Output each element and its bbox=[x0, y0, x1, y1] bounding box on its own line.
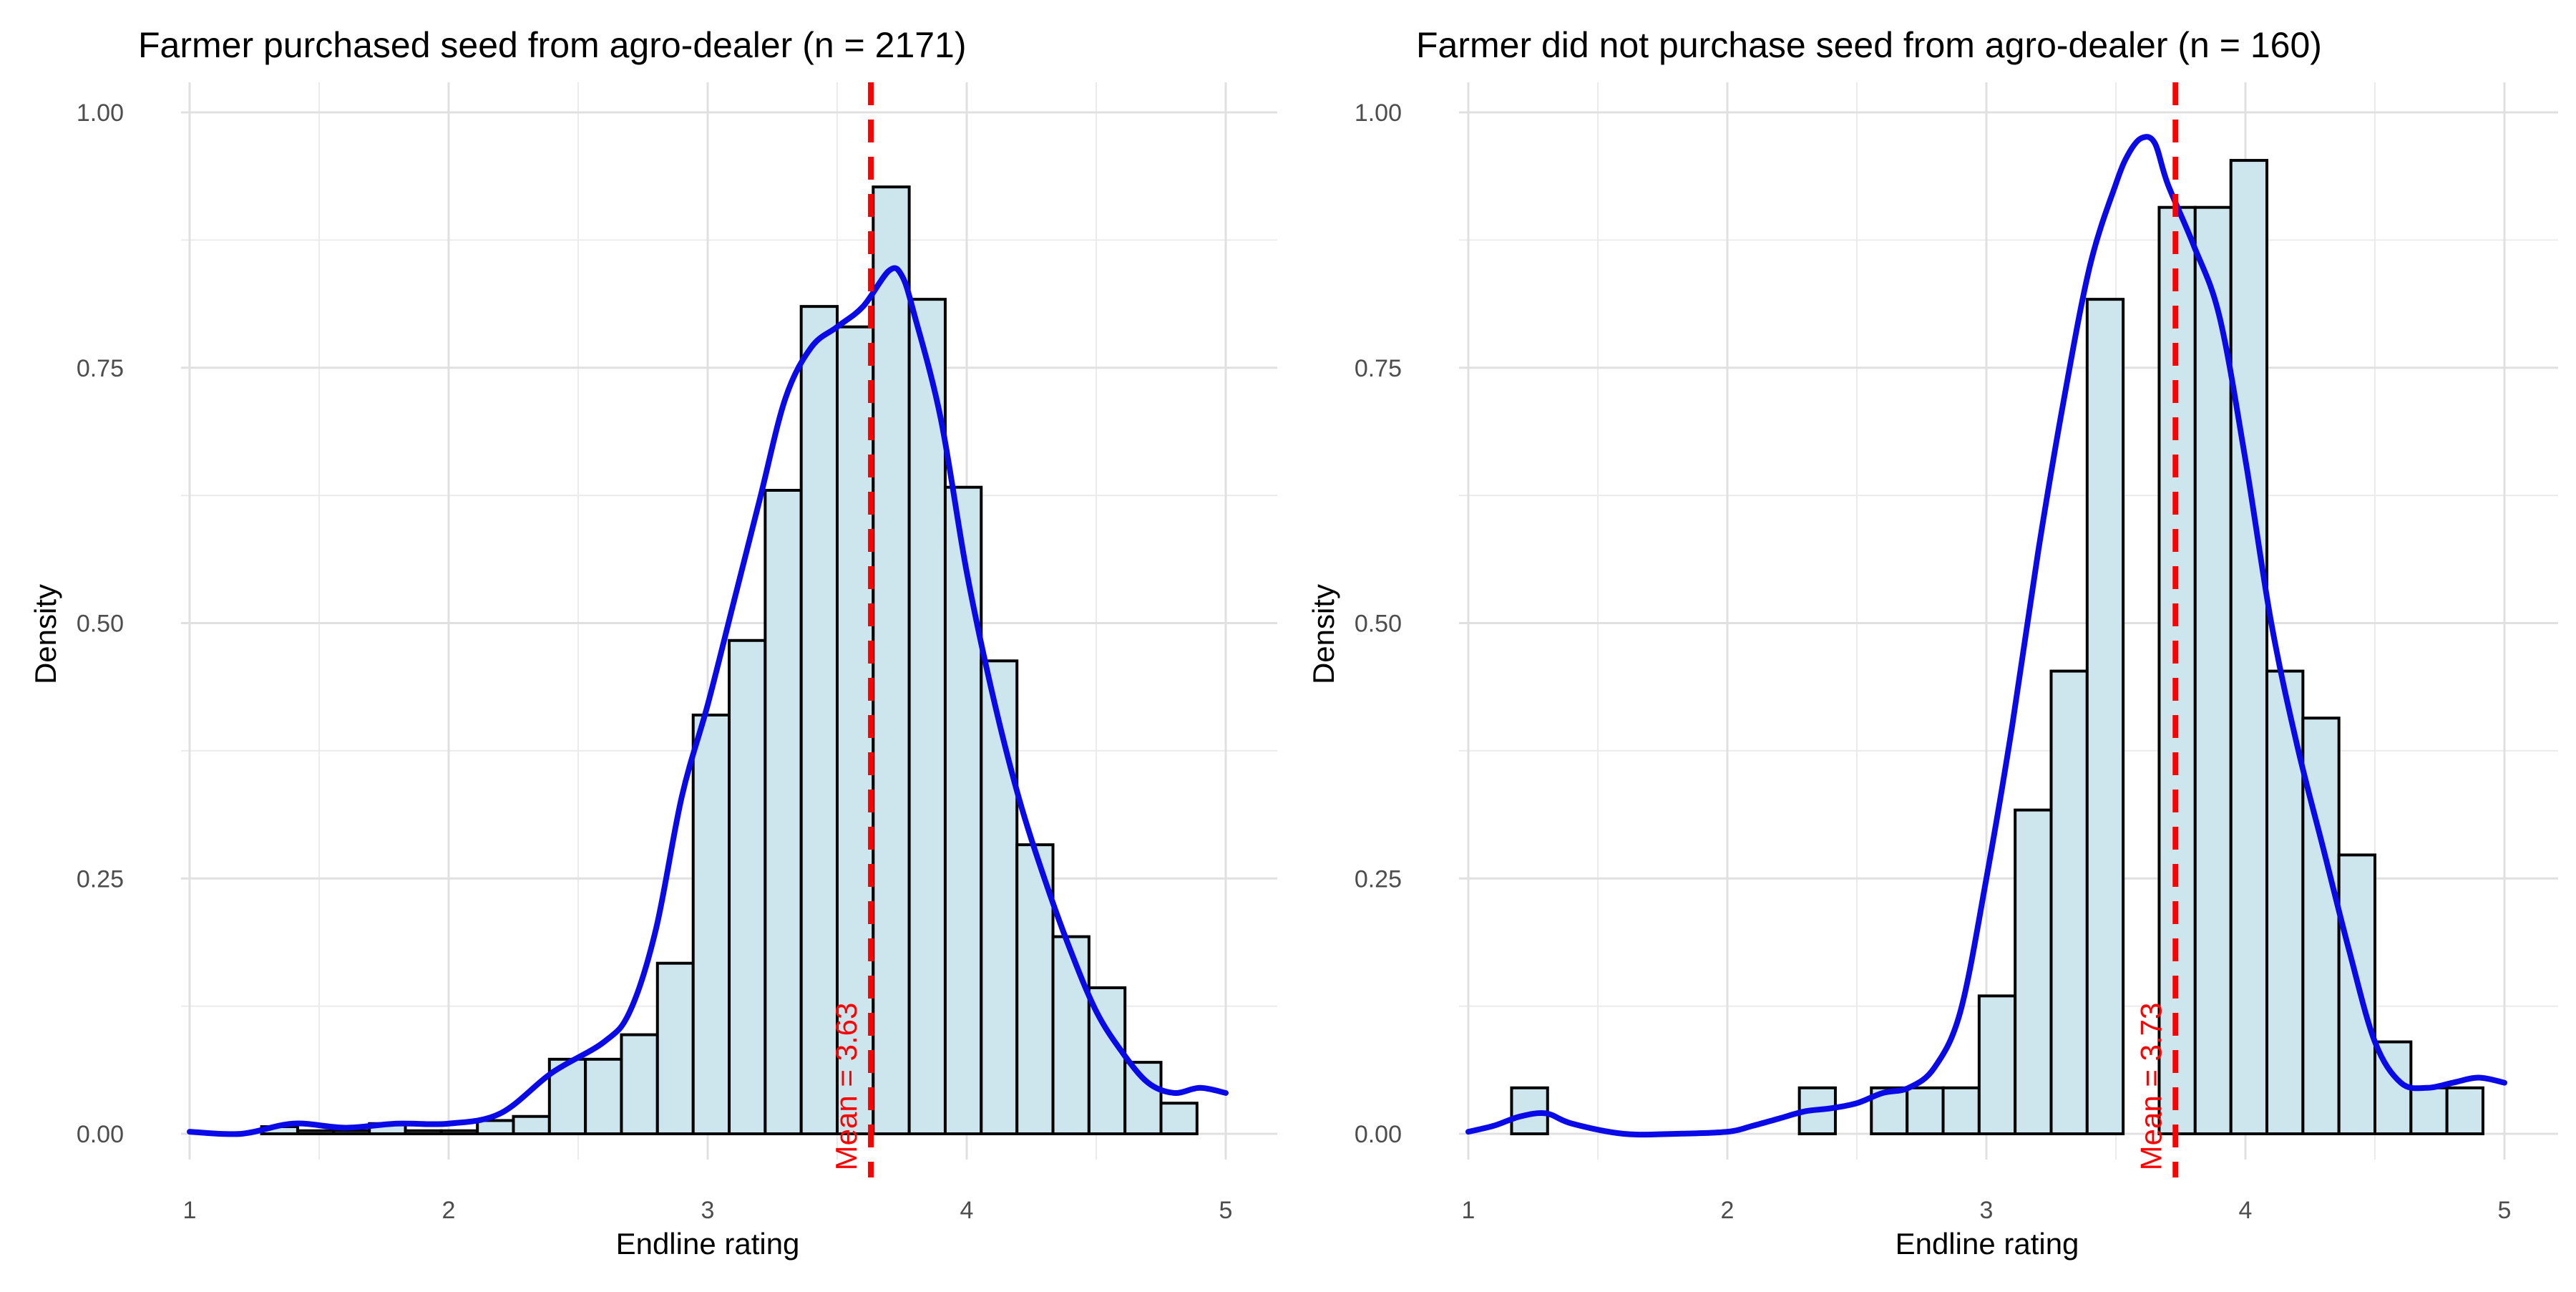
histogram-bar bbox=[296, 1129, 336, 1135]
histogram-bar bbox=[1123, 1061, 1163, 1135]
y-tick-label: 0.25 bbox=[1355, 865, 1402, 893]
histogram-bar bbox=[1906, 1086, 1945, 1136]
panel-not-purchased: Farmer did not purchase seed from agro-d… bbox=[1307, 25, 2558, 1261]
histogram-bar bbox=[872, 185, 911, 1135]
histogram-bar bbox=[1051, 935, 1091, 1135]
histogram-bar bbox=[907, 298, 947, 1135]
x-tick-label: 5 bbox=[1219, 1197, 1233, 1224]
chart-title: Farmer did not purchase seed from agro-d… bbox=[1416, 25, 2322, 65]
histogram-bar bbox=[2049, 669, 2089, 1135]
histogram-bar bbox=[655, 961, 695, 1136]
histogram-bar bbox=[476, 1119, 515, 1135]
histogram-bars bbox=[260, 185, 1199, 1136]
y-tick-label: 1.00 bbox=[1355, 99, 1402, 127]
histogram-bar bbox=[1941, 1086, 1981, 1136]
density-curve bbox=[1465, 134, 2507, 1138]
histogram-bar bbox=[2193, 205, 2233, 1135]
histogram-bar bbox=[620, 1033, 659, 1136]
histogram-bar bbox=[1159, 1102, 1199, 1135]
histogram-bar bbox=[404, 1129, 443, 1135]
histogram-bar bbox=[943, 485, 983, 1135]
y-axis-label: Density bbox=[29, 584, 62, 684]
x-tick-label: 1 bbox=[183, 1197, 197, 1224]
histogram-bar bbox=[799, 305, 839, 1135]
x-tick-label: 1 bbox=[1462, 1197, 1475, 1224]
panel-purchased: Farmer purchased seed from agro-dealer (… bbox=[29, 25, 1277, 1261]
y-tick-label: 0.75 bbox=[77, 355, 124, 382]
mean-label: Mean = 3.73 bbox=[2134, 1003, 2167, 1171]
x-tick-label: 3 bbox=[701, 1197, 715, 1224]
x-axis-label: Endline rating bbox=[616, 1227, 800, 1261]
histogram-bar bbox=[763, 488, 803, 1135]
x-tick-label: 2 bbox=[1721, 1197, 1735, 1224]
histogram-bar bbox=[2085, 298, 2125, 1135]
histogram-bar bbox=[728, 638, 767, 1135]
x-tick-label: 4 bbox=[960, 1197, 974, 1224]
histogram-bar bbox=[2445, 1086, 2484, 1136]
y-tick-label: 0.00 bbox=[77, 1121, 124, 1148]
mean-label: Mean = 3.63 bbox=[829, 1003, 863, 1171]
x-axis-label: Endline rating bbox=[1896, 1227, 2079, 1261]
histogram-bar bbox=[584, 1057, 623, 1135]
histogram-bar bbox=[2337, 853, 2376, 1135]
y-tick-label: 0.75 bbox=[1355, 355, 1402, 382]
histogram-bar bbox=[980, 659, 1019, 1135]
y-tick-label: 0.25 bbox=[77, 865, 124, 893]
histogram-bar bbox=[439, 1129, 479, 1135]
x-tick-label: 5 bbox=[2498, 1197, 2512, 1224]
histogram-bar bbox=[2229, 159, 2269, 1136]
y-tick-label: 0.50 bbox=[77, 611, 124, 638]
y-tick-label: 0.50 bbox=[1355, 611, 1402, 638]
x-tick-label: 3 bbox=[1980, 1197, 1994, 1224]
histogram-bar bbox=[2014, 808, 2053, 1135]
histogram-bar bbox=[512, 1114, 551, 1135]
histogram-bar bbox=[332, 1129, 371, 1135]
histogram-bar bbox=[2409, 1086, 2449, 1136]
y-tick-label: 1.00 bbox=[77, 99, 124, 127]
chart-title: Farmer purchased seed from agro-dealer (… bbox=[138, 25, 967, 65]
histogram-bar bbox=[836, 325, 875, 1135]
histogram-bar bbox=[1977, 994, 2017, 1135]
x-tick-label: 4 bbox=[2239, 1197, 2253, 1224]
y-tick-label: 0.00 bbox=[1355, 1121, 1402, 1148]
x-tick-label: 2 bbox=[442, 1197, 456, 1224]
histogram-bar bbox=[691, 713, 731, 1135]
density-curve bbox=[187, 265, 1229, 1137]
y-axis-label: Density bbox=[1307, 584, 1340, 684]
